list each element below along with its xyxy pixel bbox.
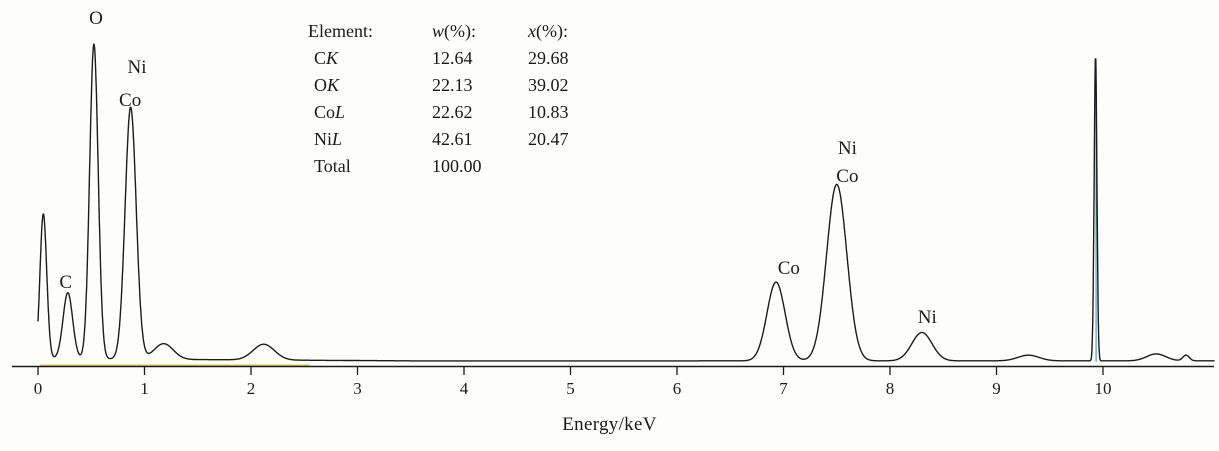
table-row: NiL 42.61 20.47 [308,126,624,153]
cell-element: Total [314,156,351,176]
peak-label: Co [836,166,858,187]
header-element: Element: [308,21,373,41]
x-tick-label: 0 [34,379,43,398]
header-w: w(%): [432,21,476,41]
cell-x: 39.02 [528,75,569,95]
cell-element: NiL [314,129,343,149]
cell-element: OK [314,75,340,95]
table-row: CK 12.64 29.68 [308,45,624,72]
cell-x: 20.47 [528,129,569,149]
table-header-row: Element: w(%): x(%): [308,18,624,45]
spectrum-curve [37,43,1215,362]
x-tick-label: 4 [460,379,469,398]
table-row: OK 22.13 39.02 [308,72,624,99]
cell-w: 100.00 [432,156,482,176]
spectrum-plot: 0 1 2 3 4 5 6 7 8 9 10 O Ni Co C Co Ni Co Ni [12,8,1215,398]
cell-x [528,153,624,180]
x-tick-label: 7 [779,379,788,398]
peak-label: Ni [838,138,857,159]
cell-w: 22.62 [432,102,473,122]
table-row: Total 100.00 [308,153,624,180]
peak-label: Co [119,90,141,111]
peak-label: Ni [128,57,147,78]
cell-w: 22.13 [432,75,473,95]
table-row: CoL 22.62 10.83 [308,99,624,126]
cell-element: CoL [314,102,346,122]
quantification-table: Element: w(%): x(%): CK 12.64 29.68 OK 22.13 39.… [308,18,624,180]
x-tick-label: 8 [886,379,895,398]
x-tick-label: 3 [353,379,362,398]
peak-label: Co [778,258,800,279]
cell-w: 12.64 [432,48,473,68]
x-axis-title: Energy/keV [562,414,657,435]
x-tick-label: 2 [247,379,256,398]
cell-x: 29.68 [528,48,569,68]
cell-w: 42.61 [432,129,473,149]
x-tick-label: 5 [566,379,575,398]
peak-label: C [59,272,72,293]
peak-label: Ni [918,307,937,328]
x-tick-label: 9 [992,379,1001,398]
x-tick-label: 6 [673,379,682,398]
x-tick-label: 1 [140,379,149,398]
header-x: x(%): [528,21,568,41]
x-tick-label: 10 [1095,379,1112,398]
cell-element: CK [314,48,339,68]
cell-x: 10.83 [528,102,569,122]
peak-label: O [89,8,103,29]
